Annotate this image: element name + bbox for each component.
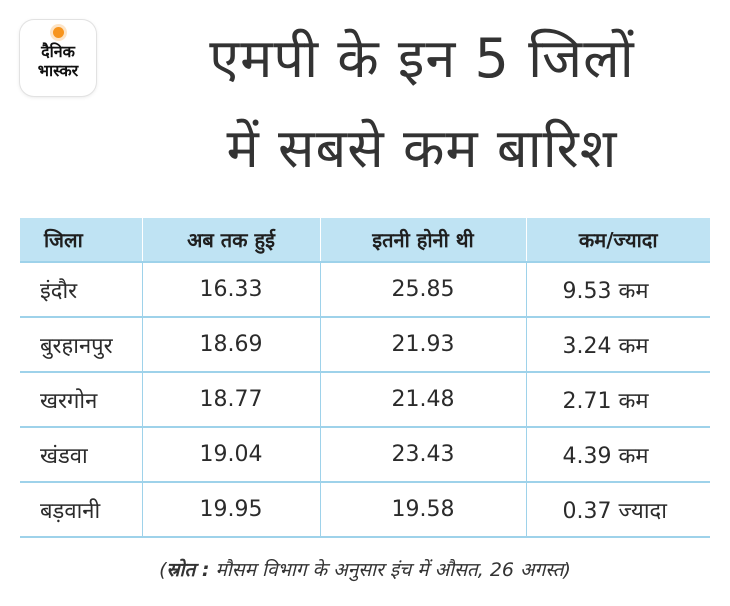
cell-received: 18.77: [141, 371, 320, 427]
sun-dot-icon: [53, 27, 64, 38]
cell-difference: 4.39 कम: [525, 426, 710, 482]
logo-text-line1: दैनिक: [41, 42, 75, 61]
cell-received: 16.33: [141, 261, 320, 317]
cell-expected: 25.85: [319, 261, 526, 317]
headline-line2: में सबसे कम बारिश: [226, 117, 618, 180]
logo-text-line2: भास्कर: [37, 61, 79, 80]
headline-line1: एमपी के इन 5 जिलों: [209, 27, 635, 90]
cell-difference: 3.24 कम: [525, 316, 710, 372]
cell-district: खरगोन: [20, 371, 142, 427]
cell-district: बड़वानी: [20, 481, 142, 538]
header-expected: इतनी होनी थी: [319, 218, 526, 262]
dainik-bhaskar-logo: दैनिक भास्कर: [20, 20, 96, 96]
cell-received: 19.95: [141, 481, 320, 538]
cell-received: 18.69: [141, 316, 320, 372]
header-received: अब तक हुई: [141, 218, 320, 262]
table-row: खंडवा 19.04 23.43 4.39 कम: [20, 426, 710, 482]
table-row: बुरहानपुर 18.69 21.93 3.24 कम: [20, 316, 710, 372]
cell-district: इंदौर: [20, 261, 142, 317]
cell-expected: 21.48: [319, 371, 526, 427]
cell-expected: 19.58: [319, 481, 526, 538]
header-difference: कम/ज्यादा: [525, 218, 710, 262]
cell-expected: 23.43: [319, 426, 526, 482]
cell-difference: 0.37 ज्यादा: [525, 481, 710, 538]
table-header-row: जिला अब तक हुई इतनी होनी थी कम/ज्यादा: [20, 218, 710, 262]
cell-district: बुरहानपुर: [20, 316, 142, 372]
cell-received: 19.04: [141, 426, 320, 482]
source-open-paren: (: [159, 559, 167, 581]
cell-difference: 9.53 कम: [525, 261, 710, 317]
source-text: मौसम विभाग के अनुसार इंच में औसत, 26 अगस…: [209, 559, 564, 581]
table-row: बड़वानी 19.95 19.58 0.37 ज्यादा: [20, 481, 710, 538]
source-label: स्रोत :: [166, 559, 210, 581]
table-row: खरगोन 18.77 21.48 2.71 कम: [20, 371, 710, 427]
header-district: जिला: [20, 218, 142, 262]
table-row: इंदौर 16.33 25.85 9.53 कम: [20, 261, 710, 317]
source-close-paren: ): [563, 559, 571, 581]
source-note: (स्रोत : मौसम विभाग के अनुसार इंच में औस…: [0, 556, 730, 582]
cell-expected: 21.93: [319, 316, 526, 372]
cell-difference: 2.71 कम: [525, 371, 710, 427]
cell-district: खंडवा: [20, 426, 142, 482]
rainfall-table: जिला अब तक हुई इतनी होनी थी कम/ज्यादा इं…: [20, 218, 710, 538]
